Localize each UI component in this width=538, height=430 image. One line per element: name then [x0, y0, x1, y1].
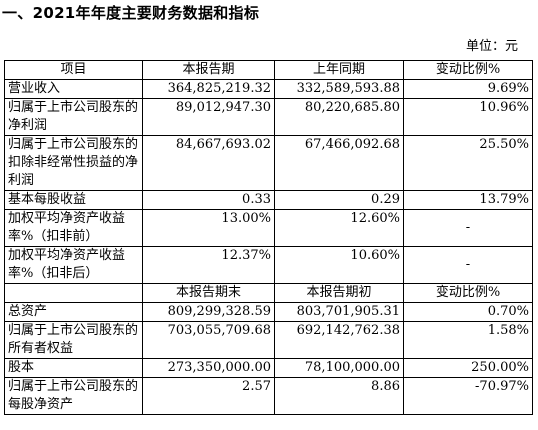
row-label: 加权平均净资产收益率%（扣非前） — [4, 209, 143, 247]
cell-current: 2.57 — [142, 377, 275, 415]
row-label: 归属于上市公司股东的净利润 — [4, 98, 143, 136]
table-row: 归属于上市公司股东的净利润 89,012,947.30 80,220,685.8… — [4, 98, 533, 136]
column-header-current: 本报告期 — [142, 60, 275, 80]
section-heading: 一、2021年年度主要财务数据和指标 — [2, 4, 260, 22]
cell-current: 0.33 — [142, 190, 275, 210]
cell-previous: 0.29 — [274, 190, 404, 210]
table-row: 加权平均净资产收益率%（扣非后） 12.37% 10.60% - — [4, 246, 533, 284]
cell-current: 84,667,693.02 — [142, 135, 275, 191]
cell-change: 250.00% — [403, 358, 533, 378]
table-row: 归属于上市公司股东的每股净资产 2.57 8.86 -70.97% — [4, 377, 533, 415]
column-header-change: 变动比例% — [403, 60, 533, 80]
cell-previous: 8.86 — [274, 377, 404, 415]
cell-previous: 332,589,593.88 — [274, 79, 404, 99]
column-header-period-start: 本报告期初 — [274, 283, 404, 303]
row-label: 营业收入 — [4, 79, 143, 99]
row-label: 归属于上市公司股东的所有者权益 — [4, 321, 143, 359]
table-row: 归属于上市公司股东的扣除非经常性损益的净利润 84,667,693.02 67,… — [4, 135, 533, 191]
cell-change: 10.96% — [403, 98, 533, 136]
column-header-item: 项目 — [4, 60, 143, 80]
cell-previous: 10.60% — [274, 246, 404, 284]
cell-current: 273,350,000.00 — [142, 358, 275, 378]
row-label: 股本 — [4, 358, 143, 378]
cell-change: - — [403, 209, 533, 247]
cell-previous: 803,701,905.31 — [274, 302, 404, 322]
table-row: 加权平均净资产收益率%（扣非前） 13.00% 12.60% - — [4, 209, 533, 247]
column-header-item — [4, 283, 143, 303]
table-row: 基本每股收益 0.33 0.29 13.79% — [4, 190, 533, 210]
financial-data-table: 项目 本报告期 上年同期 变动比例% 营业收入 364,825,219.32 3… — [4, 60, 533, 415]
cell-previous: 692,142,762.38 — [274, 321, 404, 359]
row-label: 归属于上市公司股东的每股净资产 — [4, 377, 143, 415]
cell-current: 703,055,709.68 — [142, 321, 275, 359]
column-header-previous: 上年同期 — [274, 60, 404, 80]
cell-change: 0.70% — [403, 302, 533, 322]
cell-previous: 78,100,000.00 — [274, 358, 404, 378]
table-subheader-row: 本报告期末 本报告期初 变动比例% — [4, 283, 533, 303]
row-label: 归属于上市公司股东的扣除非经常性损益的净利润 — [4, 135, 143, 191]
table-row: 归属于上市公司股东的所有者权益 703,055,709.68 692,142,7… — [4, 321, 533, 359]
cell-change: 9.69% — [403, 79, 533, 99]
cell-change: 25.50% — [403, 135, 533, 191]
column-header-change: 变动比例% — [403, 283, 533, 303]
cell-current: 364,825,219.32 — [142, 79, 275, 99]
table-row: 总资产 809,299,328.59 803,701,905.31 0.70% — [4, 302, 533, 322]
table-header-row: 项目 本报告期 上年同期 变动比例% — [4, 60, 533, 80]
unit-label: 单位：元 — [465, 39, 518, 54]
cell-change: - — [403, 246, 533, 284]
cell-current: 12.37% — [142, 246, 275, 284]
cell-current: 89,012,947.30 — [142, 98, 275, 136]
cell-current: 809,299,328.59 — [142, 302, 275, 322]
row-label: 基本每股收益 — [4, 190, 143, 210]
row-label: 总资产 — [4, 302, 143, 322]
table-row: 股本 273,350,000.00 78,100,000.00 250.00% — [4, 358, 533, 378]
cell-change: 13.79% — [403, 190, 533, 210]
cell-previous: 67,466,092.68 — [274, 135, 404, 191]
cell-change: 1.58% — [403, 321, 533, 359]
cell-previous: 80,220,685.80 — [274, 98, 404, 136]
table-row: 营业收入 364,825,219.32 332,589,593.88 9.69% — [4, 79, 533, 99]
column-header-period-end: 本报告期末 — [142, 283, 275, 303]
cell-change: -70.97% — [403, 377, 533, 415]
cell-current: 13.00% — [142, 209, 275, 247]
cell-previous: 12.60% — [274, 209, 404, 247]
row-label: 加权平均净资产收益率%（扣非后） — [4, 246, 143, 284]
